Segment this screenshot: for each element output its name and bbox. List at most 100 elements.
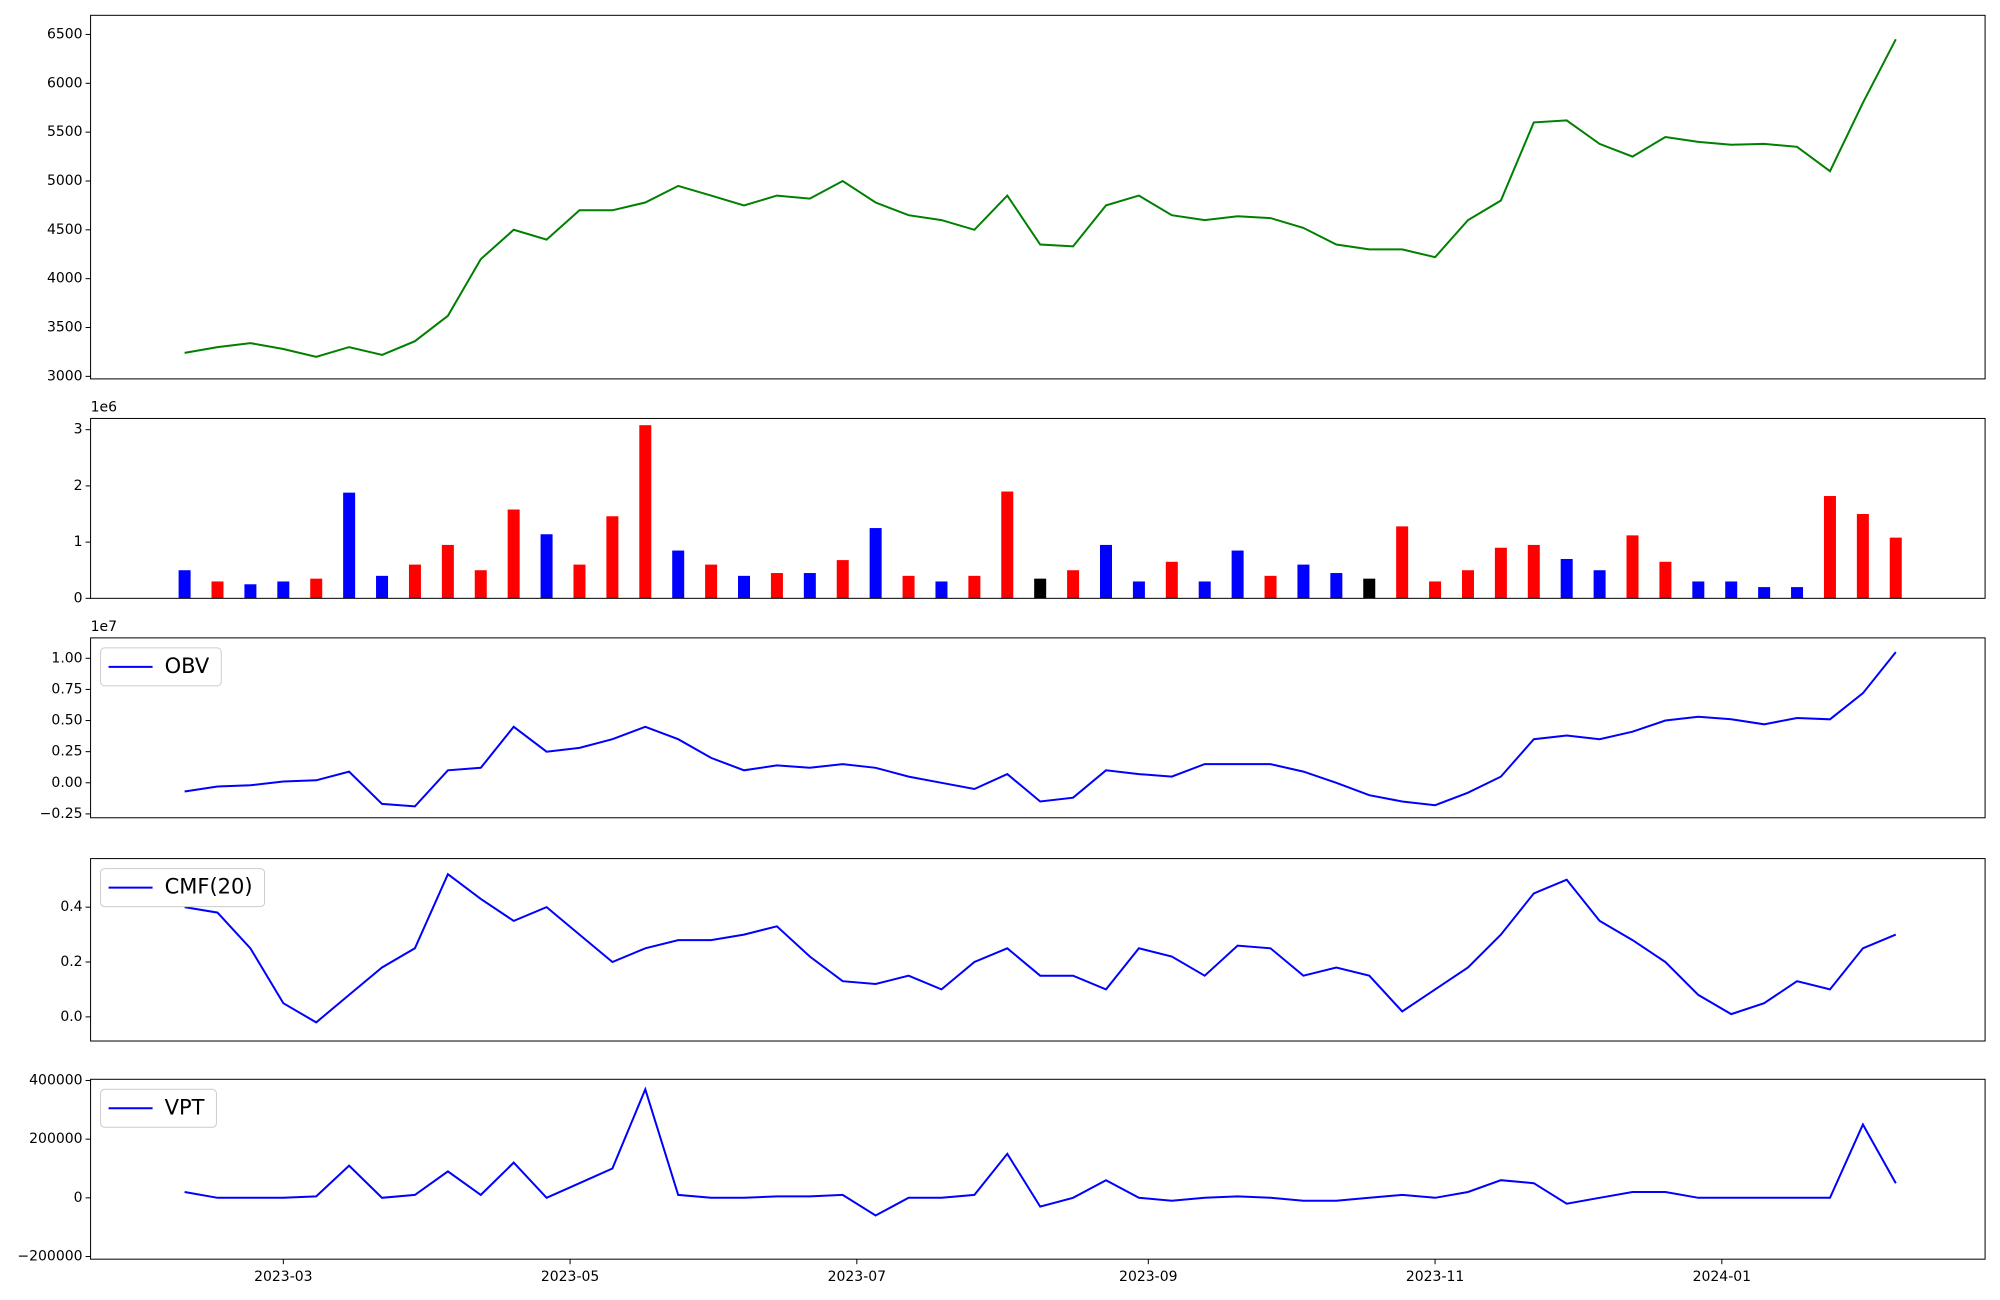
bar [869,528,882,599]
y-tick-label: 5500 [47,124,83,140]
y-tick-label: −0.25 [40,806,83,822]
bar [1626,535,1639,599]
bar [1001,491,1014,599]
bar [1593,570,1606,599]
bar [540,534,553,599]
bar [211,581,224,599]
x-tick-label: 2024-01 [1693,1269,1752,1285]
bar [1527,544,1540,599]
legend: VPT [100,1088,217,1128]
bar [836,560,849,599]
bar [441,544,454,599]
y-tick-label: 0.4 [60,899,82,915]
bar [1856,514,1869,599]
bar [573,564,586,599]
bar [606,516,619,599]
bar [639,425,652,599]
y-tick-label: 3500 [47,320,83,336]
bar [1198,581,1211,599]
y-tick-label: 3000 [47,368,83,384]
y-tick-label: −200000 [17,1249,82,1265]
y-tick-label: 4500 [47,222,83,238]
legend-box [100,868,266,908]
x-tick-label: 2023-03 [254,1269,313,1285]
plot-area [184,38,1897,358]
x-tick-label: 2023-05 [541,1269,600,1285]
line [184,1086,1897,1217]
bar [1264,575,1277,599]
bar [1132,581,1145,599]
axis-offset-text: 1e6 [91,399,118,415]
bar [1165,561,1178,599]
bar [1889,537,1902,599]
bar [1363,578,1376,599]
bar [1494,547,1507,599]
y-tick-label: 0.75 [51,681,82,697]
y-tick-label: 1 [74,534,83,550]
line [184,38,1897,358]
y-tick-label: 0.00 [51,775,82,791]
y-tick-label: 6500 [47,26,83,42]
bar [1823,496,1836,599]
bar [376,575,389,599]
bar [507,509,520,599]
line [184,872,1897,1024]
bar [1692,581,1705,599]
plot-area [178,425,1902,599]
bar [1461,570,1474,599]
y-tick-label: 0 [74,1190,83,1206]
bar [1560,558,1573,599]
bar [705,564,718,599]
y-tick-label: 0.50 [51,713,82,729]
legend-label: CMF(20) [165,875,253,899]
axes-frame [90,14,1986,380]
legend-box [100,647,222,687]
bar [408,564,421,599]
y-tick-label: 400000 [29,1072,82,1088]
bar [803,573,816,599]
bar [1659,561,1672,599]
plot-area [184,651,1897,808]
bar [178,570,191,599]
bar [1231,550,1244,599]
y-tick-label: 200000 [29,1131,82,1147]
bar [1396,526,1409,599]
bar [1725,581,1738,599]
axes-frame [90,858,1986,1042]
bar [474,570,487,599]
plot-area [184,872,1897,1024]
x-tick-label: 2023-07 [828,1269,887,1285]
bar [902,575,915,599]
line [184,651,1897,808]
bar [1429,581,1442,599]
bar [343,492,356,599]
bar [1791,587,1804,599]
bar [1758,587,1771,599]
y-tick-label: 0.0 [60,1009,82,1025]
y-tick-label: 1.00 [51,650,82,666]
y-tick-label: 6000 [47,75,83,91]
y-tick-label: 0.25 [51,744,82,760]
bar [935,581,948,599]
bar [1330,573,1343,599]
bar [1099,544,1112,599]
bar [244,584,257,599]
legend-box [100,1088,217,1128]
axes-frame [90,417,1986,599]
axis-offset-text: 1e7 [91,619,117,635]
bar [968,575,981,599]
y-tick-label: 0.2 [60,954,82,970]
bar [1034,578,1047,599]
y-tick-label: 3 [74,422,83,438]
bar [738,575,751,599]
y-tick-label: 5000 [47,173,83,189]
x-tick-label: 2023-09 [1119,1269,1178,1285]
axes-frame [90,637,1986,819]
legend-label: OBV [165,654,210,678]
axes-frame [90,1078,1986,1260]
bar [277,581,290,599]
legend: CMF(20) [100,868,266,908]
x-tick-label: 2023-11 [1406,1269,1465,1285]
bar [672,550,685,599]
